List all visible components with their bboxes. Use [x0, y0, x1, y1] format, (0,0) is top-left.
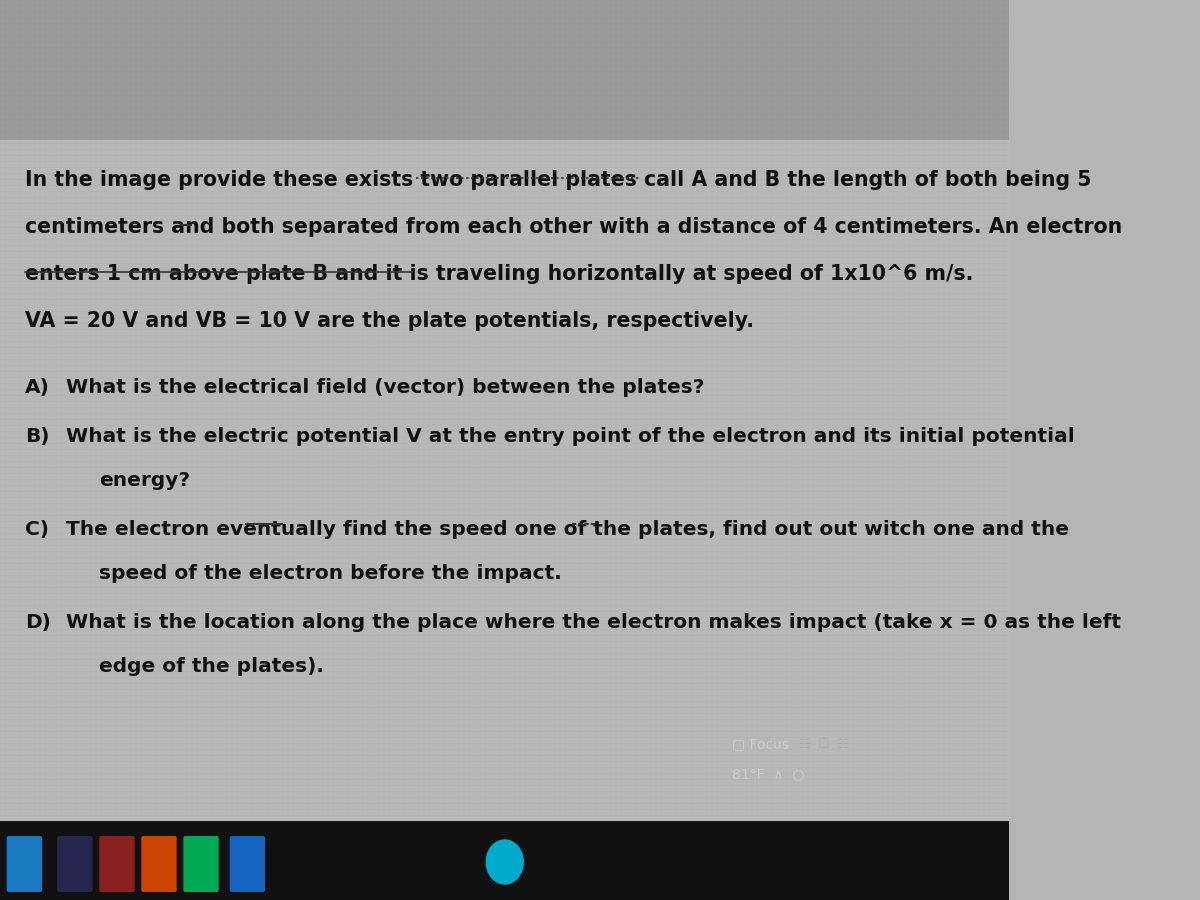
Text: C): C): [25, 520, 49, 539]
Text: B): B): [25, 427, 49, 446]
Text: speed of the electron before the impact.: speed of the electron before the impact.: [100, 564, 562, 583]
Text: A): A): [25, 378, 50, 397]
FancyBboxPatch shape: [184, 836, 218, 892]
FancyBboxPatch shape: [100, 836, 134, 892]
Text: centimeters and both separated from each other with a distance of 4 centimeters.: centimeters and both separated from each…: [25, 217, 1122, 237]
Bar: [0, 0, 1009, 140]
Text: D): D): [25, 613, 52, 632]
Text: 81°F  ∧  ○: 81°F ∧ ○: [732, 767, 804, 781]
Text: In the image provide these exists two parallel plates call A and B the length of: In the image provide these exists two pa…: [25, 170, 1092, 190]
Bar: [0, 821, 1009, 900]
FancyBboxPatch shape: [142, 836, 176, 892]
Text: What is the location along the place where the electron makes impact (take x = 0: What is the location along the place whe…: [66, 613, 1121, 632]
Text: enters 1 cm above plate B and it is traveling horizontally at speed of 1x10^6 m/: enters 1 cm above plate B and it is trav…: [25, 264, 973, 284]
Text: ▢ Focus: ▢ Focus: [732, 737, 788, 751]
FancyBboxPatch shape: [229, 836, 265, 892]
Text: What is the electrical field (vector) between the plates?: What is the electrical field (vector) be…: [66, 378, 704, 397]
Circle shape: [486, 840, 523, 884]
FancyBboxPatch shape: [58, 836, 92, 892]
Text: VA = 20 V and VB = 10 V are the plate potentials, respectively.: VA = 20 V and VB = 10 V are the plate po…: [25, 311, 755, 331]
Text: edge of the plates).: edge of the plates).: [100, 657, 324, 676]
Text: What is the electric potential V at the entry point of the electron and its init: What is the electric potential V at the …: [66, 427, 1074, 446]
Text: The electron eventually find the speed one of the plates, find out out witch one: The electron eventually find the speed o…: [66, 520, 1069, 539]
Text: energy?: energy?: [100, 471, 191, 490]
Text: ☷  ☐  ☷: ☷ ☐ ☷: [799, 738, 848, 751]
FancyBboxPatch shape: [7, 836, 42, 892]
